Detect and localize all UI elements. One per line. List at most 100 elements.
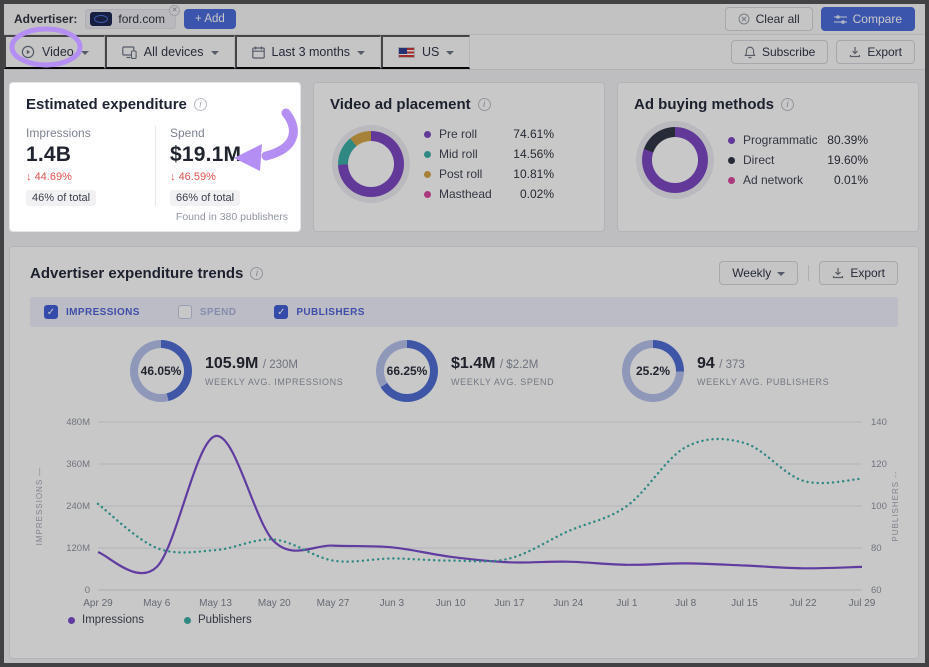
export-button[interactable]: Export: [836, 40, 915, 64]
info-icon[interactable]: [250, 266, 264, 280]
avg-publishers-value: 94: [697, 355, 715, 372]
remove-advertiser-icon[interactable]: [169, 5, 181, 16]
svg-text:Jul 15: Jul 15: [731, 598, 758, 609]
subscribe-button[interactable]: Subscribe: [730, 40, 829, 64]
weekly-avg-spend: 66.25% $1.4M / $2.2M WEEKLY AVG. SPEND: [376, 340, 622, 402]
mid-roll-dot: [424, 150, 431, 158]
publishers-footnote: Found in 380 publishers: [175, 211, 288, 223]
pre-roll-dot: [424, 130, 431, 138]
post-roll-dot: [424, 170, 431, 178]
advertiser-chip[interactable]: ford.com: [85, 5, 181, 29]
trends-export-button[interactable]: Export: [819, 261, 898, 285]
divider: [808, 265, 810, 281]
clear-all-button[interactable]: Clear all: [724, 7, 813, 31]
devices-label: All devices: [143, 45, 204, 59]
expenditure-trends-card: Advertiser expenditure trends Weekly Exp…: [9, 246, 919, 659]
svg-text:120M: 120M: [66, 543, 90, 554]
impressions-change: 44.69%: [34, 171, 72, 183]
legend-item-masthead: Masthead 0.02%: [424, 187, 554, 201]
legend-impressions[interactable]: Impressions: [68, 614, 144, 626]
spend-metric: Spend $19.1M ↓ 46.59% 66% of total: [155, 126, 284, 206]
avg-publishers-caption: WEEKLY AVG. PUBLISHERS: [697, 377, 830, 387]
svg-text:May 20: May 20: [258, 598, 291, 609]
ad-buying-methods-donut: [642, 127, 708, 193]
impressions-toggle[interactable]: IMPRESSIONS: [44, 305, 140, 319]
svg-text:Jun 17: Jun 17: [494, 598, 524, 609]
chart-legend: Impressions Publishers: [30, 614, 898, 626]
legend-publishers[interactable]: Publishers: [184, 614, 252, 626]
spend-change: 46.59%: [178, 171, 216, 183]
spend-toggle[interactable]: SPEND: [177, 305, 236, 319]
svg-text:100: 100: [871, 501, 887, 512]
weekly-avg-publishers: 25.2% 94 / 373 WEEKLY AVG. PUBLISHERS: [622, 340, 868, 402]
ad-network-dot: [728, 176, 735, 184]
avg-spend-value: $1.4M: [451, 355, 496, 372]
programmatic-dot: [728, 136, 735, 144]
impressions-metric: Impressions 1.4B ↓ 44.69% 46% of total: [26, 126, 155, 206]
impressions-value: 1.4B: [26, 143, 72, 166]
avg-spend-caption: WEEKLY AVG. SPEND: [451, 377, 555, 387]
country-filter[interactable]: US: [381, 35, 471, 69]
trends-export-label: Export: [850, 266, 885, 280]
avg-impressions-total: / 230M: [262, 359, 298, 371]
spend-gauge: 66.25%: [376, 340, 438, 402]
svg-text:Apr 29: Apr 29: [83, 598, 113, 609]
date-range-filter[interactable]: Last 3 months: [234, 35, 382, 69]
impressions-share-badge: 46% of total: [26, 190, 97, 206]
legend-item-post-roll: Post roll 10.81%: [424, 167, 554, 181]
legend-item-mid-roll: Mid roll 14.56%: [424, 147, 554, 161]
info-icon[interactable]: [193, 98, 207, 111]
checkbox-icon: [44, 305, 58, 319]
bell-icon: [744, 46, 756, 59]
svg-text:May 27: May 27: [317, 598, 350, 609]
video-ad-placement-legend: Pre roll 74.61% Mid roll 14.56% Post roll 1…: [424, 127, 588, 201]
compare-icon: [833, 14, 847, 25]
series-toggle-strip: IMPRESSIONS SPEND PUBLISHERS: [30, 297, 898, 327]
svg-text:80: 80: [871, 543, 882, 554]
media-type-filter[interactable]: Video: [4, 35, 105, 69]
svg-text:120: 120: [871, 459, 887, 470]
svg-text:Jun 10: Jun 10: [436, 598, 466, 609]
export-label: Export: [867, 45, 902, 59]
impressions-label: Impressions: [26, 126, 91, 140]
devices-filter[interactable]: All devices: [104, 35, 235, 69]
filter-bar: Video All devices Last 3 months US Subsc…: [4, 34, 925, 70]
info-icon[interactable]: [781, 98, 794, 111]
checkbox-icon: [177, 305, 192, 319]
period-select[interactable]: Weekly: [719, 261, 799, 285]
avg-impressions-caption: WEEKLY AVG. IMPRESSIONS: [205, 377, 344, 387]
summary-cards-row: Estimated expenditure Impressions 1.4B ↓…: [9, 82, 919, 232]
subscribe-label: Subscribe: [761, 45, 816, 59]
direct-dot: [728, 156, 735, 164]
spend-share-badge: 66% of total: [170, 190, 241, 206]
chevron-down-icon: [777, 271, 786, 276]
weekly-avg-impressions: 46.05% 105.9M / 230M WEEKLY AVG. IMPRESS…: [130, 340, 376, 402]
info-icon[interactable]: [477, 98, 491, 111]
compare-button[interactable]: Compare: [820, 7, 915, 31]
publishers-gauge: 25.2%: [622, 340, 684, 402]
spend-value: $19.1M: [170, 143, 242, 166]
svg-text:Jul 29: Jul 29: [849, 598, 876, 609]
chevron-down-icon: [80, 50, 89, 55]
svg-text:Jun 24: Jun 24: [553, 598, 583, 609]
decline-arrow-icon: ↓: [170, 171, 176, 183]
masthead-dot: [424, 190, 431, 198]
estimated-expenditure-title: Estimated expenditure: [26, 96, 187, 113]
publishers-legend-dot: [184, 616, 191, 624]
period-label: Weekly: [732, 266, 772, 280]
download-icon: [832, 267, 844, 279]
svg-text:Jul 1: Jul 1: [616, 598, 638, 609]
publishers-toggle[interactable]: PUBLISHERS: [274, 305, 364, 319]
date-range-label: Last 3 months: [271, 45, 351, 59]
impressions-gauge: 46.05%: [130, 340, 192, 402]
chevron-down-icon: [446, 50, 455, 55]
spend-label: Spend: [170, 126, 205, 140]
svg-text:Jun 3: Jun 3: [380, 598, 405, 609]
legend-item-pre-roll: Pre roll 74.61%: [424, 127, 554, 141]
svg-text:IMPRESSIONS —: IMPRESSIONS —: [35, 467, 44, 546]
ad-buying-methods-title: Ad buying methods: [634, 96, 774, 113]
us-flag-icon: [398, 46, 416, 58]
add-advertiser-button[interactable]: + Add: [184, 9, 236, 29]
